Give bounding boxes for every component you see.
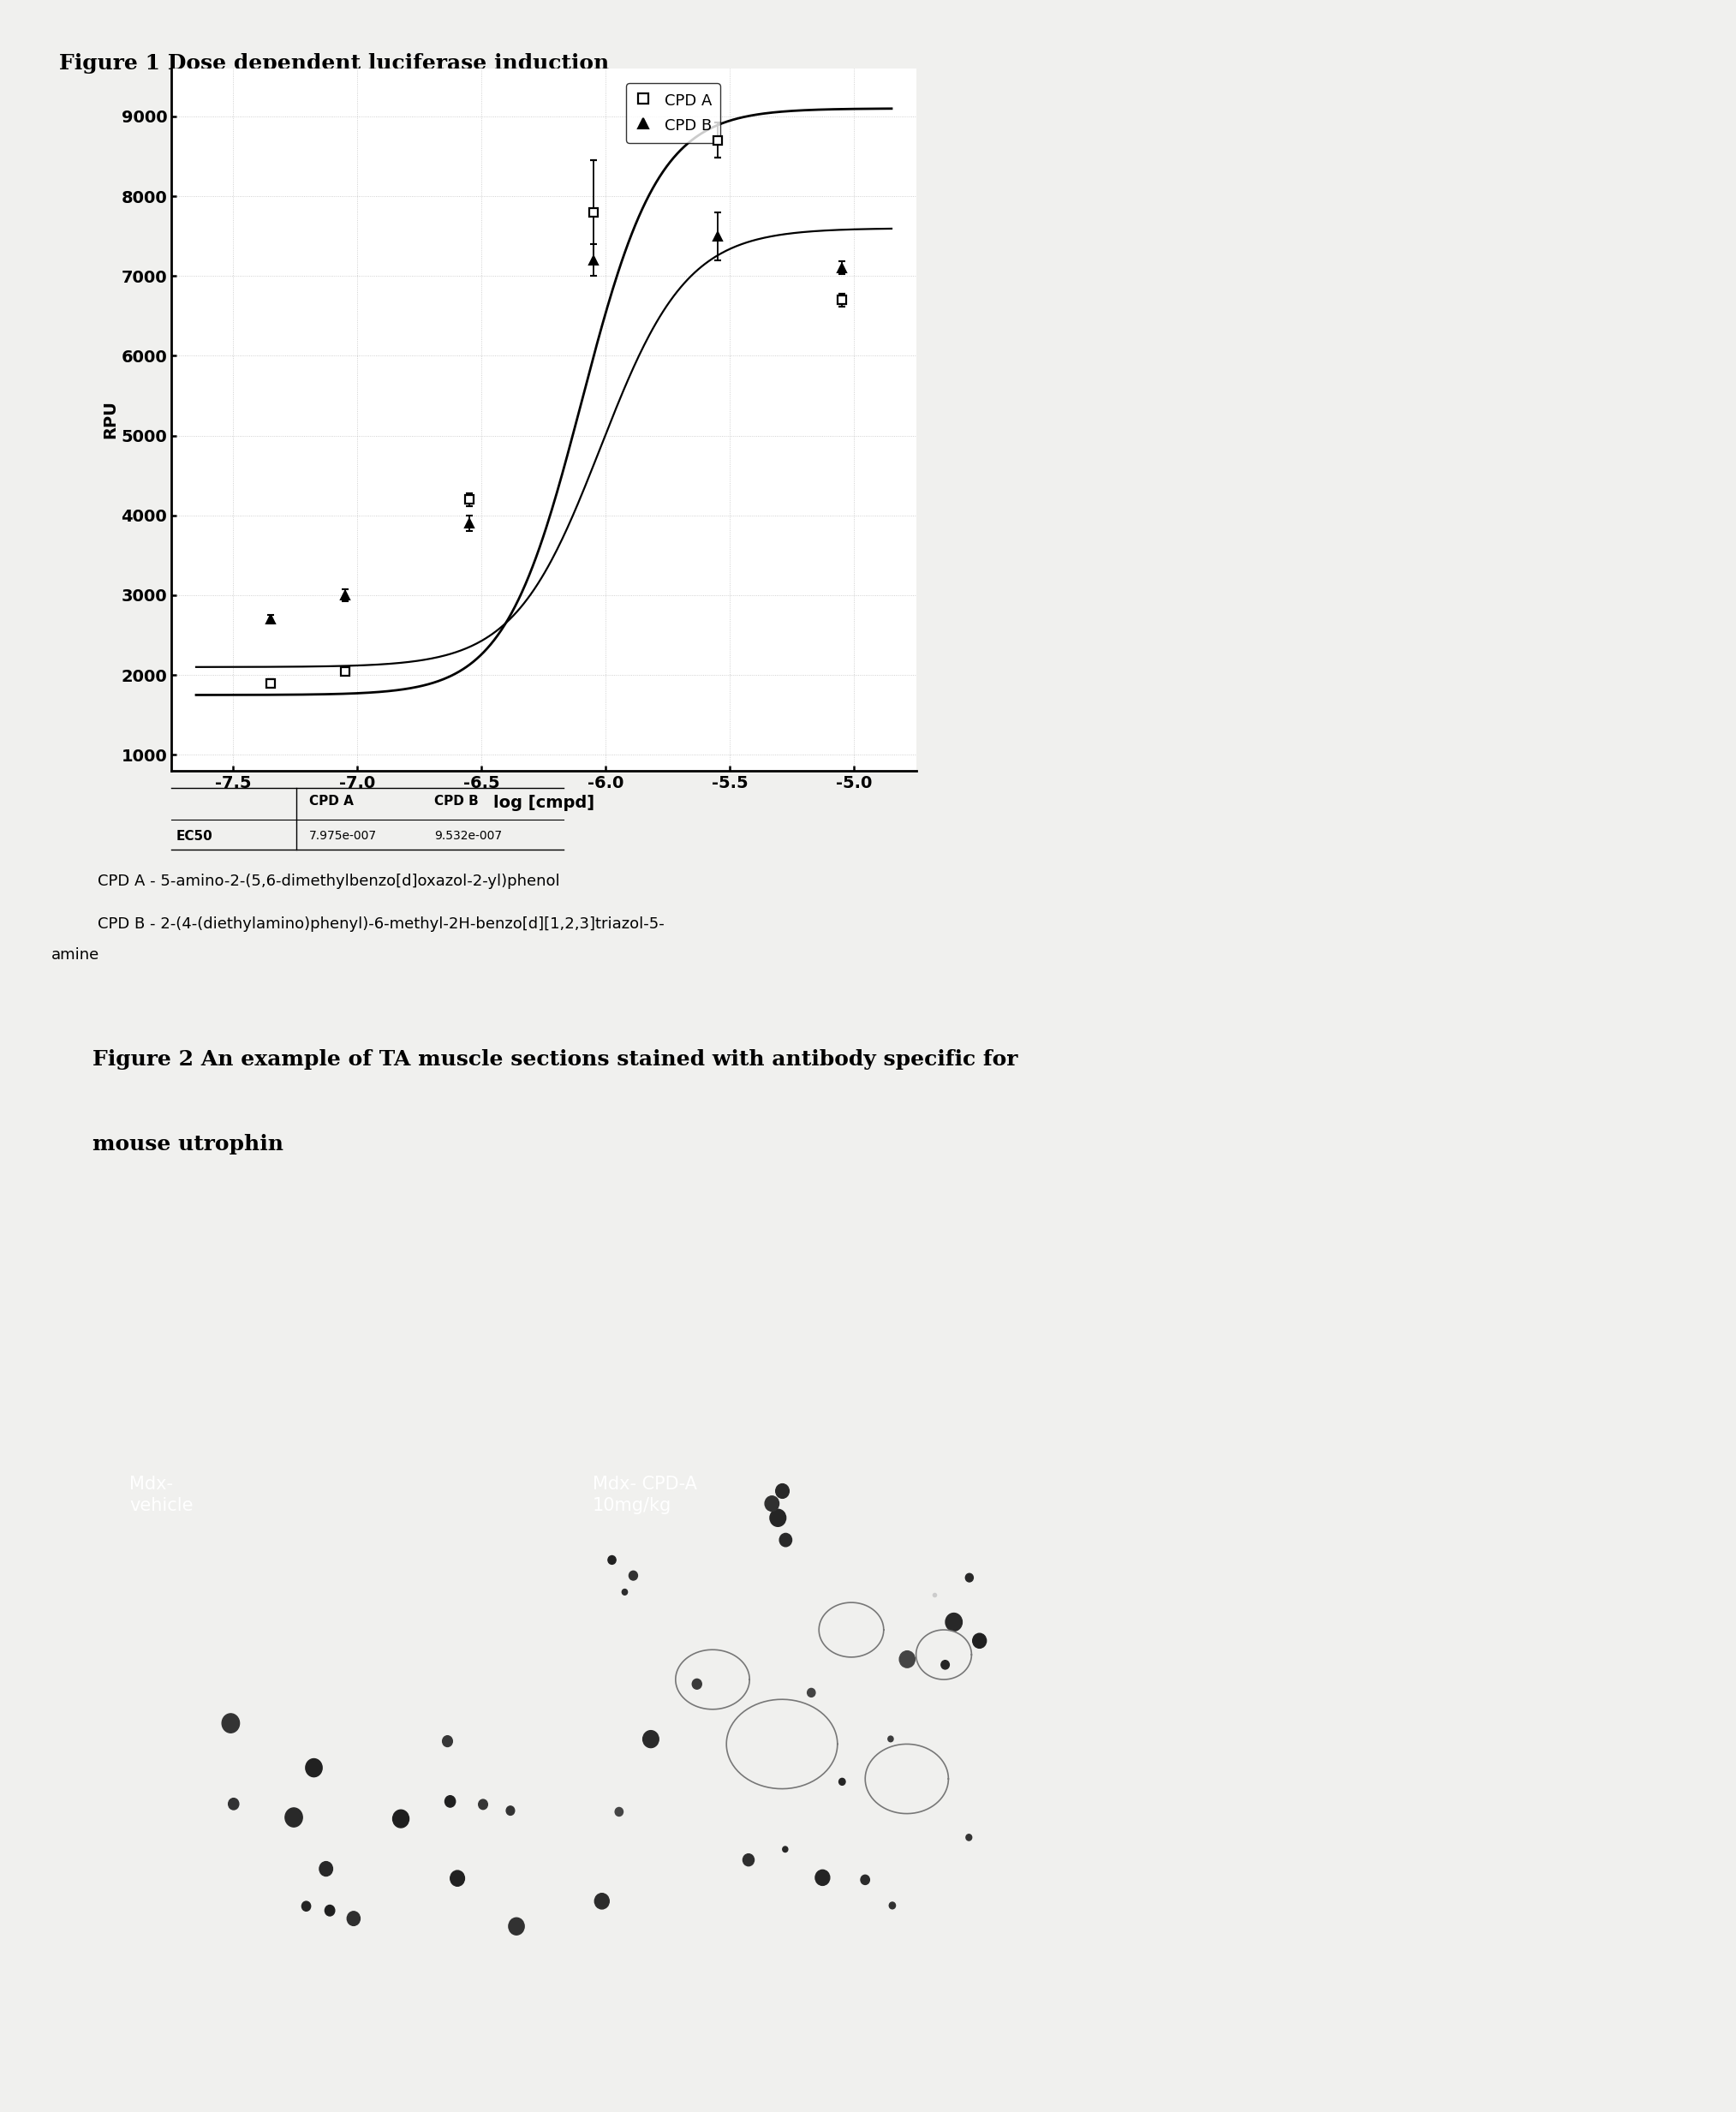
- Text: 9.532e-007: 9.532e-007: [434, 830, 502, 843]
- Circle shape: [861, 1875, 870, 1884]
- Circle shape: [347, 1911, 359, 1926]
- Circle shape: [743, 1854, 753, 1865]
- Circle shape: [816, 1869, 830, 1886]
- Circle shape: [965, 1573, 974, 1582]
- Circle shape: [946, 1614, 962, 1630]
- Circle shape: [479, 1799, 488, 1810]
- Circle shape: [507, 1806, 514, 1814]
- Circle shape: [222, 1713, 240, 1732]
- Text: 7.975e-007: 7.975e-007: [309, 830, 377, 843]
- Text: CPD B - 2-(4-(diethylamino)phenyl)-6-methyl-2H-benzo[d][1,2,3]triazol-5-: CPD B - 2-(4-(diethylamino)phenyl)-6-met…: [97, 917, 665, 931]
- Text: Mdx-
vehicle: Mdx- vehicle: [130, 1476, 193, 1514]
- Circle shape: [615, 1808, 623, 1816]
- Circle shape: [392, 1810, 410, 1827]
- Circle shape: [306, 1759, 323, 1776]
- Circle shape: [509, 1918, 524, 1935]
- Circle shape: [444, 1795, 455, 1808]
- Circle shape: [776, 1485, 790, 1497]
- Circle shape: [319, 1861, 333, 1875]
- Circle shape: [783, 1846, 788, 1852]
- Circle shape: [807, 1687, 816, 1696]
- Text: mouse utrophin: mouse utrophin: [92, 1134, 283, 1155]
- Circle shape: [642, 1730, 658, 1747]
- Circle shape: [889, 1736, 894, 1742]
- Circle shape: [608, 1557, 616, 1565]
- Circle shape: [325, 1905, 335, 1916]
- Circle shape: [302, 1901, 311, 1911]
- Y-axis label: RPU: RPU: [102, 401, 118, 439]
- Circle shape: [595, 1892, 609, 1909]
- Text: Mdx- CPD-A
10mg/kg: Mdx- CPD-A 10mg/kg: [592, 1476, 696, 1514]
- Circle shape: [628, 1571, 637, 1580]
- Circle shape: [889, 1903, 896, 1909]
- Text: CPD A: CPD A: [309, 794, 354, 809]
- X-axis label: log [cmpd]: log [cmpd]: [493, 794, 594, 811]
- Circle shape: [779, 1533, 792, 1546]
- Circle shape: [229, 1797, 240, 1810]
- Circle shape: [621, 1588, 627, 1595]
- Text: EC50: EC50: [175, 830, 212, 843]
- Circle shape: [941, 1660, 950, 1668]
- Circle shape: [443, 1736, 453, 1747]
- Circle shape: [693, 1679, 701, 1690]
- Circle shape: [838, 1778, 845, 1785]
- Circle shape: [965, 1835, 972, 1840]
- Text: Figure 2 An example of TA muscle sections stained with antibody specific for: Figure 2 An example of TA muscle section…: [92, 1050, 1017, 1069]
- Text: CPD A - 5-amino-2-(5,6-dimethylbenzo[d]oxazol-2-yl)phenol: CPD A - 5-amino-2-(5,6-dimethylbenzo[d]o…: [97, 872, 559, 889]
- Circle shape: [769, 1510, 786, 1527]
- Circle shape: [450, 1871, 465, 1886]
- Text: CPD B: CPD B: [434, 794, 479, 809]
- Circle shape: [899, 1652, 915, 1668]
- Legend: CPD A, CPD B: CPD A, CPD B: [627, 82, 720, 144]
- Text: amine: amine: [52, 946, 99, 963]
- Circle shape: [766, 1495, 779, 1512]
- Circle shape: [972, 1633, 986, 1647]
- Circle shape: [285, 1808, 302, 1827]
- Text: Figure 1 Dose dependent luciferase induction: Figure 1 Dose dependent luciferase induc…: [59, 53, 609, 74]
